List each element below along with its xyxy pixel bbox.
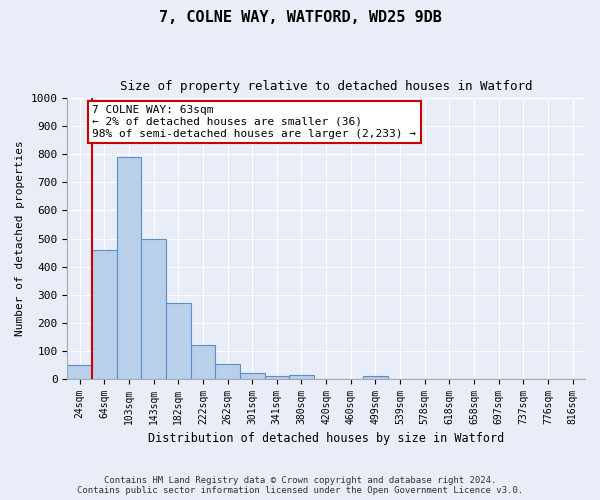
Bar <box>240 372 265 378</box>
Bar <box>363 376 388 378</box>
Bar <box>116 157 141 378</box>
X-axis label: Distribution of detached houses by size in Watford: Distribution of detached houses by size … <box>148 432 504 445</box>
Bar <box>92 250 116 378</box>
Title: Size of property relative to detached houses in Watford: Size of property relative to detached ho… <box>120 80 532 93</box>
Bar <box>67 364 92 378</box>
Bar <box>289 375 314 378</box>
Bar <box>215 364 240 378</box>
Bar <box>191 345 215 378</box>
Y-axis label: Number of detached properties: Number of detached properties <box>15 140 25 336</box>
Bar <box>166 303 191 378</box>
Text: 7 COLNE WAY: 63sqm
← 2% of detached houses are smaller (36)
98% of semi-detached: 7 COLNE WAY: 63sqm ← 2% of detached hous… <box>92 106 416 138</box>
Text: Contains HM Land Registry data © Crown copyright and database right 2024.
Contai: Contains HM Land Registry data © Crown c… <box>77 476 523 495</box>
Text: 7, COLNE WAY, WATFORD, WD25 9DB: 7, COLNE WAY, WATFORD, WD25 9DB <box>158 10 442 25</box>
Bar <box>141 238 166 378</box>
Bar <box>265 376 289 378</box>
